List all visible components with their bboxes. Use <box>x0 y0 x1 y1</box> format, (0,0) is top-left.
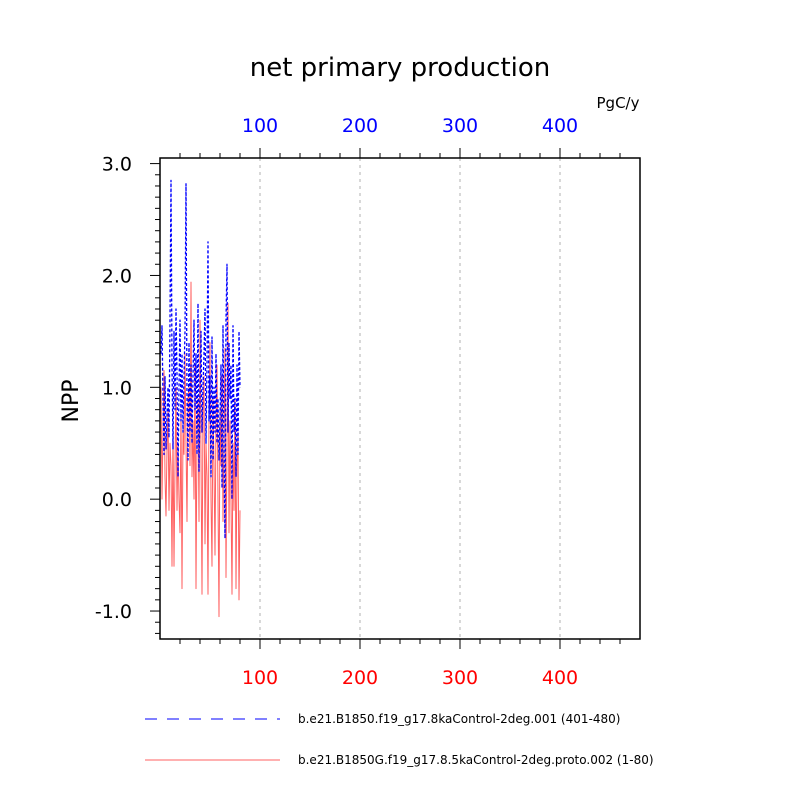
legend: b.e21.B1850.f19_g17.8kaControl-2deg.001 … <box>145 712 654 767</box>
y-tick-label: -1.0 <box>95 601 132 623</box>
legend-label-series-1: b.e21.B1850.f19_g17.8kaControl-2deg.001 … <box>298 712 620 726</box>
y-tick-label: 2.0 <box>102 265 132 287</box>
top-x-tick-label: 300 <box>442 115 478 137</box>
top-x-tick-label: 200 <box>342 115 378 137</box>
y-tick-label: 1.0 <box>102 377 132 399</box>
grid-lines <box>259 158 561 639</box>
y-tick-label: 0.0 <box>102 489 132 511</box>
tick-labels: -1.0 0.0 1.0 2.0 3.0 100 200 300 400 100 200 300 400 <box>95 115 578 689</box>
bottom-x-tick-label: 300 <box>442 667 478 689</box>
top-x-tick-label: 100 <box>242 115 278 137</box>
units-label: PgC/y <box>597 94 640 112</box>
top-x-tick-label: 400 <box>542 115 578 137</box>
series-layer <box>160 179 241 618</box>
bottom-x-tick-label: 200 <box>342 667 378 689</box>
legend-label-series-2: b.e21.B1850G.f19_g17.8.5kaControl-2deg.p… <box>298 753 654 767</box>
bottom-x-tick-label: 100 <box>242 667 278 689</box>
y-tick-label: 3.0 <box>102 154 132 176</box>
chart-title: net primary production <box>250 53 551 83</box>
axis-ticks <box>150 148 621 649</box>
series-line-1 <box>160 179 241 539</box>
bottom-x-tick-label: 400 <box>542 667 578 689</box>
y-axis-label: NPP <box>59 380 84 423</box>
plot-frame <box>159 157 641 640</box>
